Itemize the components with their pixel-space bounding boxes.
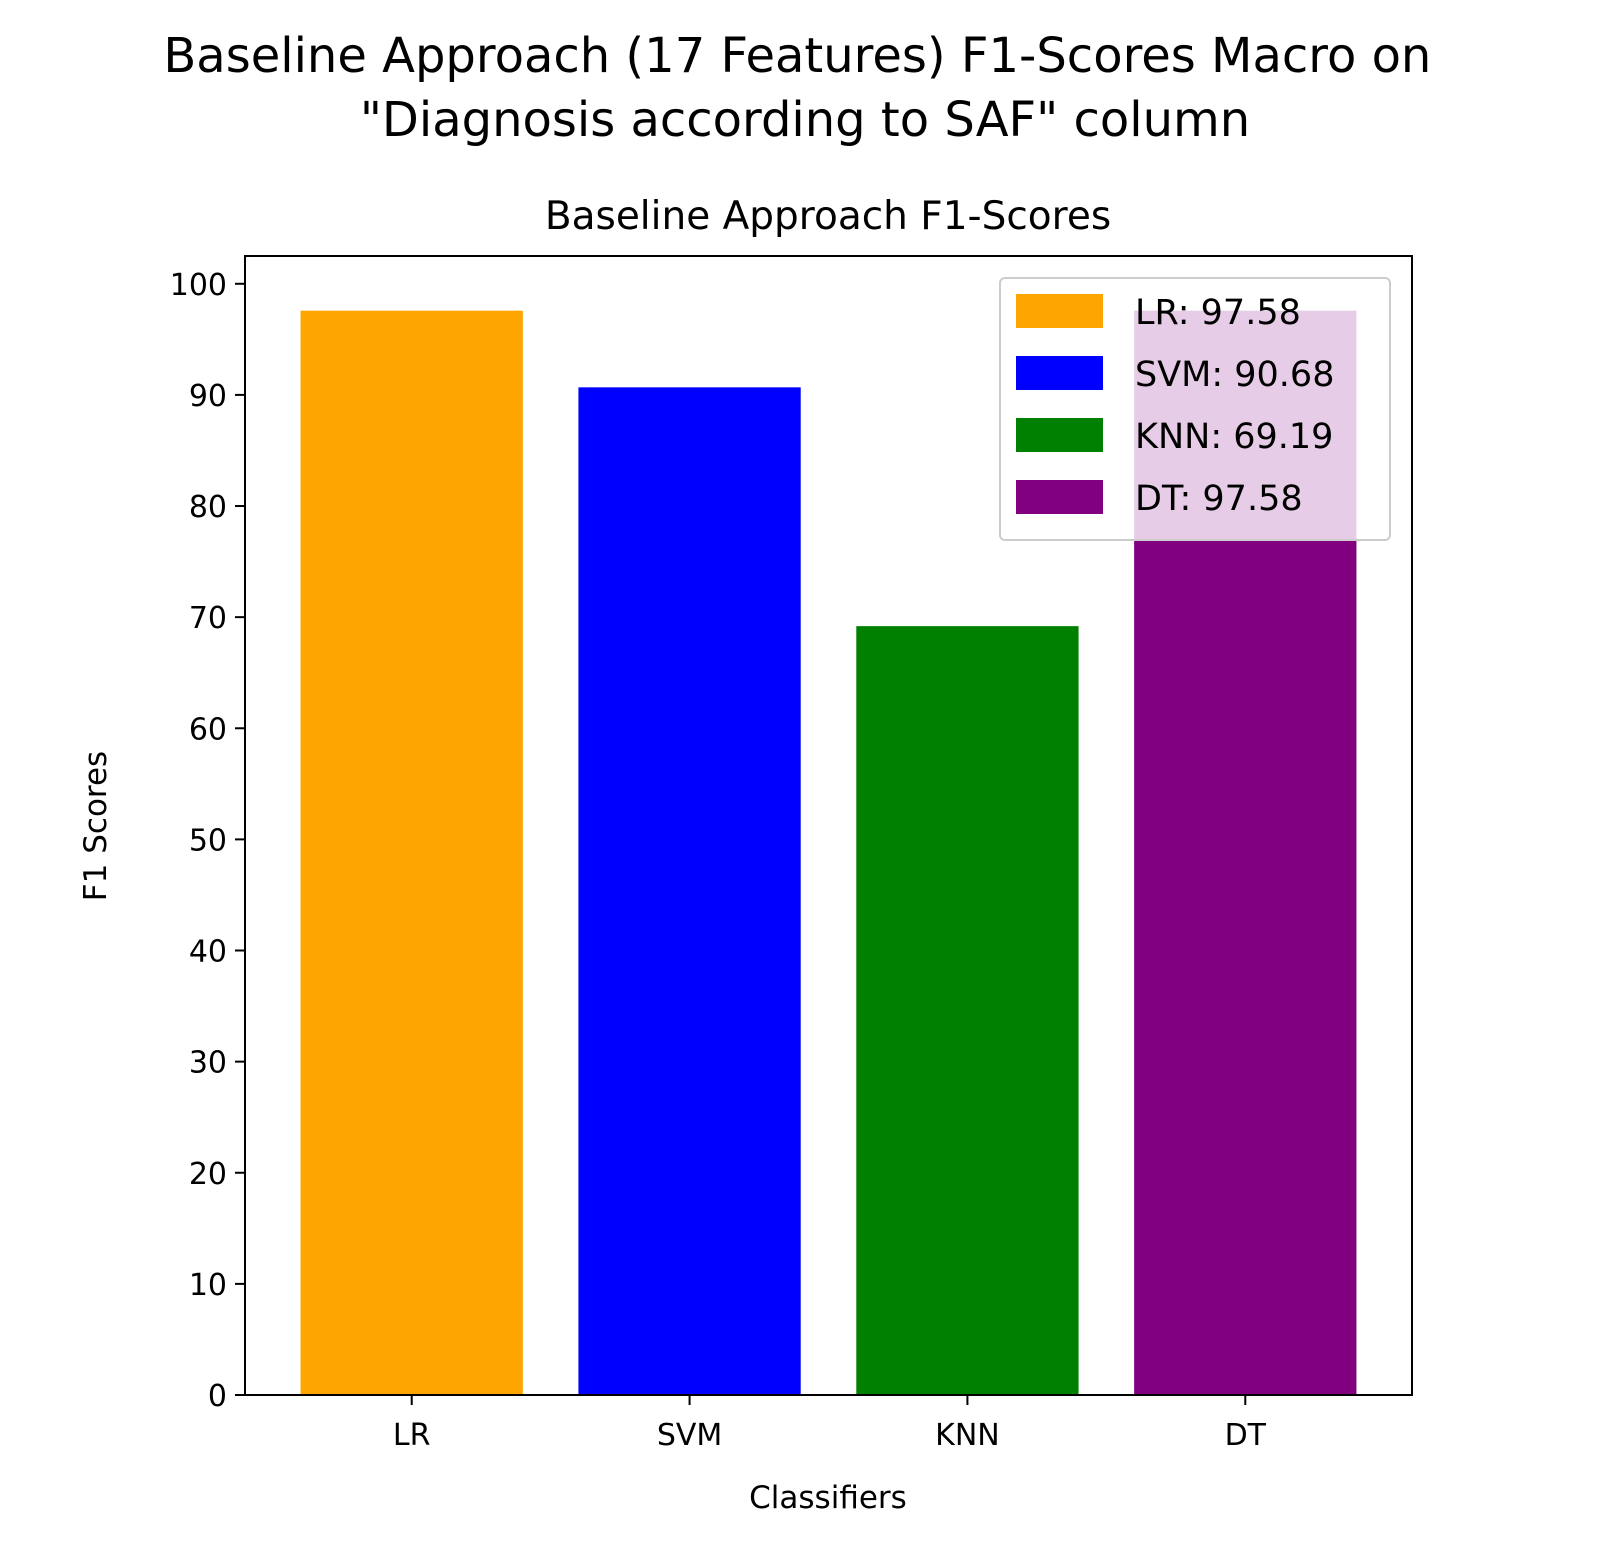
y-tick-label-10: 10	[189, 1268, 227, 1303]
y-tick-label-70: 70	[189, 601, 227, 636]
x-axis-label: Classifiers	[749, 1480, 907, 1516]
legend-swatch-dt	[1016, 480, 1103, 514]
y-axis-ticks: 0 10 20 30 40 50 60 70 80 90 100	[170, 268, 245, 1414]
plot-area-frame	[244, 255, 1413, 1396]
y-tick-label-0: 0	[208, 1379, 227, 1414]
figure-suptitle: Baseline Approach (17 Features) F1-Score…	[163, 28, 1446, 148]
axes-title: Baseline Approach F1-Scores	[545, 194, 1111, 239]
suptitle-line-1: Baseline Approach (17 Features) F1-Score…	[163, 28, 1431, 84]
suptitle-line-2: "Diagnosis according to SAF" column	[360, 92, 1250, 148]
y-tick-label-50: 50	[189, 823, 227, 858]
x-tick-label-svm: SVM	[657, 1418, 722, 1453]
y-tick-label-30: 30	[189, 1046, 227, 1081]
x-tick-label-knn: KNN	[935, 1418, 1000, 1453]
legend-swatch-svm	[1016, 356, 1103, 390]
x-axis-ticks: LR SVM KNN DT	[393, 1395, 1267, 1453]
y-tick-label-90: 90	[189, 379, 227, 414]
y-tick-label-100: 100	[170, 268, 227, 303]
legend-swatch-knn	[1016, 418, 1103, 452]
legend: LR: 97.58 SVM: 90.68 KNN: 69.19 DT: 97.58	[999, 277, 1391, 541]
bar-lr	[300, 310, 523, 1395]
bar-knn	[856, 626, 1079, 1395]
bar-svm	[578, 387, 801, 1395]
legend-box	[999, 277, 1391, 541]
x-tick-label-lr: LR	[393, 1418, 431, 1453]
y-tick-label-80: 80	[189, 490, 227, 525]
y-tick-label-20: 20	[189, 1157, 227, 1192]
x-tick-label-dt: DT	[1225, 1418, 1267, 1453]
legend-swatch-lr	[1016, 294, 1103, 328]
y-tick-label-60: 60	[189, 712, 227, 747]
legend-label-knn: KNN: 69.19	[1135, 417, 1333, 457]
y-axis-label: F1 Scores	[78, 751, 114, 901]
legend-label-dt: DT: 97.58	[1135, 479, 1303, 519]
legend-label-lr: LR: 97.58	[1135, 293, 1301, 333]
legend-label-svm: SVM: 90.68	[1135, 355, 1334, 395]
y-tick-label-40: 40	[189, 935, 227, 970]
